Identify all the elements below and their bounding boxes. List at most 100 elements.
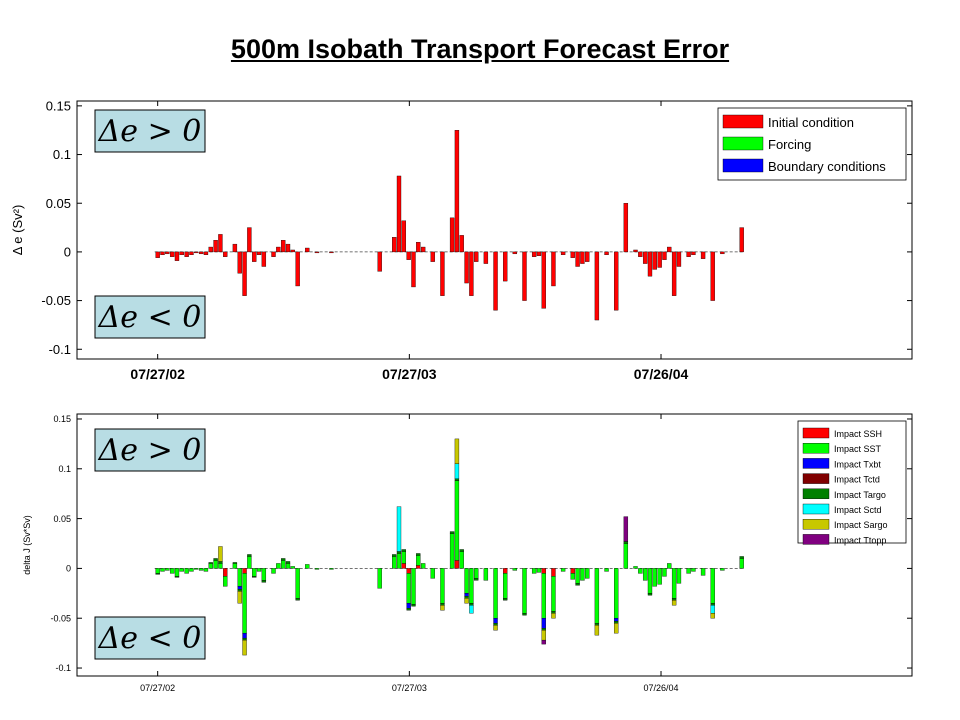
bar-segment (594, 625, 600, 636)
bar-segment (430, 251, 435, 262)
x-tick-label: 07/26/04 (634, 366, 689, 382)
y-axis-label: delta J (Sv*Sv) (22, 515, 32, 575)
bar-segment (295, 568, 300, 599)
bar-segment (416, 555, 421, 566)
bar-segment (464, 568, 469, 594)
x-tick-label: 07/27/03 (392, 683, 427, 693)
y-tick-label: 0.15 (53, 414, 71, 424)
bar-segment (396, 551, 402, 554)
bar-segment (594, 623, 600, 626)
bar-segment (411, 604, 416, 607)
plot-area (76, 413, 913, 677)
legend-swatch (802, 473, 830, 484)
bar-segment (261, 568, 267, 581)
bar-segment (155, 573, 160, 575)
bar-segment (271, 568, 276, 574)
bar-segment (720, 568, 725, 571)
bar-segment (739, 556, 744, 559)
bar-segment (623, 516, 629, 542)
legend-swatch (802, 519, 830, 530)
bar-segment (503, 598, 508, 601)
bar-segment (184, 568, 189, 574)
bar-segment (551, 576, 556, 612)
bar-segment (560, 568, 566, 572)
annotation-negative (94, 616, 206, 660)
bar-segment (469, 251, 474, 296)
bar-segment (165, 568, 170, 571)
bar-segment (218, 234, 223, 253)
bar-segment (329, 251, 334, 254)
x-tick-label: 07/27/02 (140, 683, 175, 693)
legend-swatch (722, 158, 764, 173)
bar-segment (541, 251, 546, 309)
bar-segment (242, 251, 247, 296)
bar-segment (633, 566, 638, 569)
bar-segment (416, 565, 421, 569)
bar-segment (483, 251, 489, 264)
bar-segment (676, 568, 682, 584)
bar-segment (295, 598, 300, 601)
legend-label: Forcing (768, 137, 811, 152)
bar-segment (218, 561, 223, 564)
bar-segment (198, 568, 204, 571)
legend-label: Initial condition (768, 115, 854, 130)
y-tick-label: 0.05 (46, 196, 71, 211)
bar-segment (531, 568, 537, 574)
bar-segment (396, 553, 402, 569)
bar-segment (647, 568, 653, 594)
bar-segment (570, 251, 575, 258)
bar-segment (213, 558, 218, 561)
legend-swatch (802, 443, 830, 454)
bar-segment (594, 568, 600, 624)
bar-segment (392, 556, 397, 569)
bar-segment (237, 568, 242, 587)
bar-segment (604, 251, 609, 256)
x-tick-label: 07/26/04 (643, 683, 678, 693)
bar-segment (614, 568, 619, 619)
bar-segment (218, 563, 223, 569)
bar-segment (642, 251, 648, 264)
bar-segment (657, 568, 662, 585)
legend-swatch (722, 136, 764, 151)
bar-segment (160, 251, 165, 256)
bar-segment (213, 560, 218, 569)
legend-label: Impact Sctd (834, 505, 882, 515)
bar-segment (671, 251, 677, 296)
bar-segment (671, 600, 677, 606)
bar-segment (223, 251, 228, 257)
bar-segment (174, 568, 180, 577)
bar-segment (247, 227, 252, 253)
bar-segment (454, 480, 460, 561)
bar-segment (401, 549, 407, 552)
bar-segment (662, 568, 667, 577)
bar-segment (261, 580, 267, 583)
bar-segment (454, 463, 460, 479)
bar-segment (512, 568, 518, 571)
bar-segment (305, 247, 310, 253)
bar-segment (474, 578, 479, 581)
bar-segment (406, 573, 411, 604)
x-tick-label: 07/27/03 (382, 366, 437, 382)
bar-segment (237, 586, 242, 590)
bar-segment (474, 568, 479, 579)
bar-segment (623, 541, 629, 544)
bar-segment (256, 251, 262, 256)
y-tick-label: 0.1 (53, 147, 71, 162)
bar-segment (667, 563, 672, 569)
bar-segment (237, 589, 242, 592)
bar-segment (256, 568, 262, 572)
bar-segment (469, 568, 474, 604)
bar-segment (213, 240, 218, 253)
bar-segment (647, 251, 653, 277)
bar-segment (541, 639, 546, 645)
bar-segment (531, 251, 537, 257)
bar-segment (305, 564, 310, 569)
bar-segment (184, 251, 189, 257)
bar-segment (285, 563, 291, 569)
bar-segment (710, 603, 715, 606)
bar-segment (604, 568, 609, 572)
bar-segment (536, 251, 542, 256)
bar-segment (440, 568, 445, 604)
bar-segment (594, 251, 600, 321)
y-tick-label: 0 (64, 244, 71, 259)
